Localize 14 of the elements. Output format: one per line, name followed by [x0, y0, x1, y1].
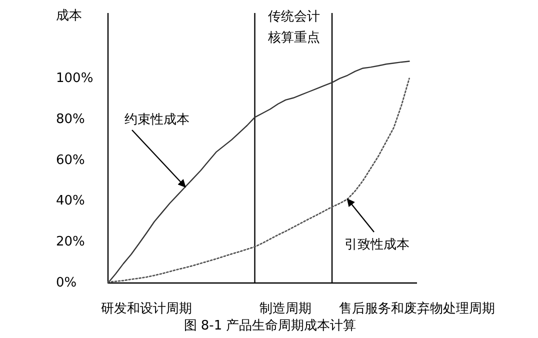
y-tick-label: 40%	[56, 194, 85, 209]
annotation: 传统会计核算重点	[267, 10, 320, 46]
text: 图 8-1 产品生命周期成本计算	[184, 318, 356, 334]
y-tick-label: 60%	[56, 152, 85, 168]
y-axis-title: 成本	[56, 8, 82, 24]
y-tick-label: 20%	[56, 234, 85, 250]
text: 引致性成本	[344, 238, 410, 253]
text: 约束性成本	[124, 112, 190, 128]
y-tick-label: 100%	[56, 71, 94, 86]
y-tick-label: 0%	[56, 276, 77, 291]
x-tick-label: 研发和设计周期	[101, 302, 192, 317]
y-tick-label: 80%	[56, 112, 85, 127]
x-tick-label: 制造周期	[260, 302, 312, 317]
x-tick-label: 售后服务和废弃物处理周期	[339, 300, 495, 317]
